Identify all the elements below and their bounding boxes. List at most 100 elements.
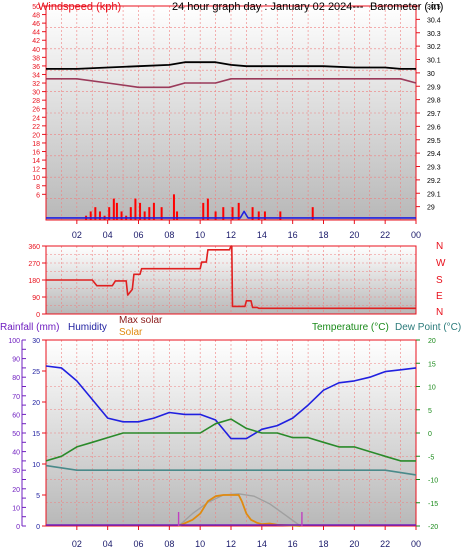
barometer-tick-label: 29.9 <box>427 84 441 91</box>
windspeed-axis-title: Windspeed (kph) <box>38 1 121 13</box>
solar-line <box>178 494 301 527</box>
max-solar-legend: Max solar <box>119 315 163 326</box>
barometer-tick-label: 30 <box>427 71 435 78</box>
windspeed-tick-label: 6 <box>36 192 40 199</box>
windspeed-tick-label: 42 <box>32 38 40 45</box>
barometer-tick-label: 30.5 <box>427 4 441 11</box>
barometer-tick-label: 29 <box>427 205 435 212</box>
wind-x-tick-label: 04 <box>103 230 113 240</box>
wind-x-tick-label: 16 <box>288 230 298 240</box>
dew-point-line <box>45 464 417 476</box>
temperature-x-tick-label: 12 <box>226 539 236 549</box>
temperature-x-tick-label: 16 <box>288 539 298 549</box>
direction-tick-label: 90 <box>32 295 40 302</box>
temperature-x-tick-label: 04 <box>103 539 113 549</box>
wind-gust-bar <box>214 211 217 220</box>
wind-gust-bar <box>251 207 254 220</box>
wind-x-tick-label: 22 <box>380 230 390 240</box>
dewpoint-axis-title: Dew Point (°C) <box>395 322 461 333</box>
rainfall-tick-label: 0 <box>16 524 20 531</box>
wind-gust-bar <box>202 202 205 220</box>
temperature-x-tick-label: 02 <box>72 539 82 549</box>
temperature-tick-label: -15 <box>428 501 438 508</box>
windspeed-tick-label: 28 <box>32 98 40 105</box>
wind-gust-bar <box>311 207 314 220</box>
temperature-line <box>45 418 416 462</box>
barometer-tick-label: 29.1 <box>427 191 441 198</box>
barometer-line <box>46 61 416 70</box>
barometer-tick-label: 29.7 <box>427 111 441 118</box>
windspeed-tick-label: 46 <box>32 21 40 28</box>
direction-tick-label: 360 <box>28 244 40 251</box>
solar-legend: Solar <box>119 327 143 338</box>
humidity-tick-label: 0 <box>36 524 40 531</box>
direction-label-s: S <box>436 275 443 286</box>
temperature-tick-label: 5 <box>428 408 432 415</box>
rainfall-tick-label: 80 <box>12 375 20 382</box>
humidity-tick-label: 30 <box>32 338 40 345</box>
wind-gust-bar <box>115 202 118 220</box>
humidity-tick-label: 20 <box>32 400 40 407</box>
rainfall-axis-title: Rainfall (mm) <box>0 322 59 333</box>
temperature-x-tick-label: 18 <box>318 539 328 549</box>
series <box>45 61 417 527</box>
humidity-tick-label: 10 <box>32 462 40 469</box>
wind-gust-bar <box>231 207 234 220</box>
windspeed-tick-label: 30 <box>32 90 40 97</box>
windspeed-tick-label: 12 <box>32 167 40 174</box>
wind-gust-bar <box>206 198 209 220</box>
wind-gust-bar <box>237 202 240 220</box>
wind-gust-bar <box>120 211 123 220</box>
barometer-tick-label: 29.2 <box>427 178 441 185</box>
barometer-tick-label: 30.2 <box>427 44 441 51</box>
temperature-tick-label: 10 <box>428 385 436 392</box>
windspeed-tick-label: 26 <box>32 107 40 114</box>
direction-label-n-bottom: N <box>436 307 443 318</box>
rain-line <box>46 210 416 219</box>
rainfall-tick-label: 50 <box>12 431 20 438</box>
wind-x-tick-label: 10 <box>195 230 205 240</box>
temperature-x-tick-label: 10 <box>195 539 205 549</box>
windspeed-tick-label: 34 <box>32 72 40 79</box>
humidity-tick-label: 5 <box>36 493 40 500</box>
wind-x-tick-label: 18 <box>318 230 328 240</box>
max-solar-line <box>178 493 301 527</box>
temperature-tick-label: -20 <box>428 524 438 531</box>
temperature-x-tick-label: 14 <box>257 539 267 549</box>
wind-gust-bar <box>143 211 146 220</box>
barometer-tick-label: 30.1 <box>427 58 441 65</box>
barometer-tick-label: 30.4 <box>427 17 441 24</box>
windspeed-tick-label: 16 <box>32 150 40 157</box>
temperature-x-tick-label: 08 <box>164 539 174 549</box>
barometer-tick-label: 29.5 <box>427 138 441 145</box>
barometer-tick-label: 29.3 <box>427 165 441 172</box>
direction-tick-label: 270 <box>28 261 40 268</box>
humidity-tick-label: 25 <box>32 369 40 376</box>
temperature-x-tick-label: 20 <box>349 539 359 549</box>
wind-gust-bar <box>152 202 155 220</box>
barometer-tick-label: 29.6 <box>427 124 441 131</box>
rainfall-tick-label: 40 <box>12 450 20 457</box>
graph-title: 24 hour graph day : January 02 2024--- <box>172 1 364 13</box>
direction-label-e: E <box>436 291 443 302</box>
direction-tick-label: 0 <box>36 312 40 319</box>
wind-gust-bar <box>98 211 101 220</box>
wind-gust-bar <box>94 207 97 220</box>
wind-x-tick-label: 06 <box>133 230 143 240</box>
direction-label-w: W <box>436 258 446 269</box>
temperature-x-tick-label: 06 <box>133 539 143 549</box>
barometer-tick-label: 29.8 <box>427 98 441 105</box>
barometer-tick-label: 29.4 <box>427 151 441 158</box>
temperature-tick-label: 15 <box>428 361 436 368</box>
wind-gust-bar <box>279 211 282 220</box>
windspeed-tick-label: 38 <box>32 55 40 62</box>
rainfall-tick-label: 20 <box>12 487 20 494</box>
rainfall-tick-label: 30 <box>12 468 20 475</box>
wind-gust-bar <box>139 202 142 220</box>
wind-gust-bar <box>108 207 111 220</box>
windspeed-tick-label: 32 <box>32 81 40 88</box>
direction-label-n-top: N <box>436 241 443 252</box>
wind-x-tick-label: 08 <box>164 230 174 240</box>
